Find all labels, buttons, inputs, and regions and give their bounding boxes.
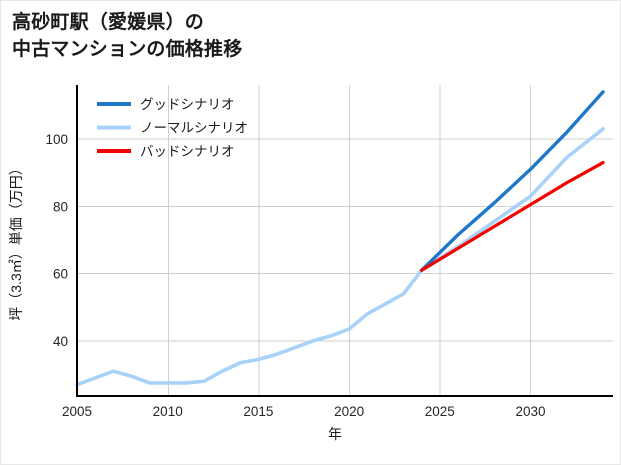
x-axis-title: 年 — [328, 426, 342, 442]
x-tick-label: 2015 — [243, 404, 273, 419]
vertical-gridlines — [168, 85, 531, 396]
y-tick-label: 60 — [53, 267, 68, 282]
series-line-ノーマルシナリオ — [75, 127, 605, 387]
x-tick-label: 2020 — [334, 404, 364, 419]
chart-title: 高砂町駅（愛媛県）の 中古マンションの価格推移 — [12, 12, 243, 60]
legend-label-good: グッドシナリオ — [140, 97, 235, 112]
series-line-バッドシナリオ — [420, 160, 605, 272]
y-tick-label: 40 — [53, 334, 68, 349]
data-series-group — [75, 90, 605, 387]
y-tick-label: 80 — [53, 199, 68, 214]
legend-label-normal: ノーマルシナリオ — [140, 121, 248, 136]
x-tick-label: 2025 — [425, 404, 455, 419]
x-axis-tick-labels: 2005 2010 2015 2020 2025 2030 — [62, 404, 546, 419]
legend-label-bad: バッドシナリオ — [140, 144, 235, 159]
x-tick-label: 2030 — [515, 404, 545, 419]
x-tick-label: 2010 — [153, 404, 183, 419]
y-axis-tick-labels: 40 60 80 100 — [45, 132, 68, 349]
x-tick-label: 2005 — [62, 404, 92, 419]
y-axis-title: 坪（3.3㎡）単価（万円） — [8, 161, 24, 320]
horizontal-gridlines — [77, 138, 613, 342]
y-tick-label: 100 — [45, 132, 68, 147]
series-line-グッドシナリオ — [419, 90, 605, 272]
